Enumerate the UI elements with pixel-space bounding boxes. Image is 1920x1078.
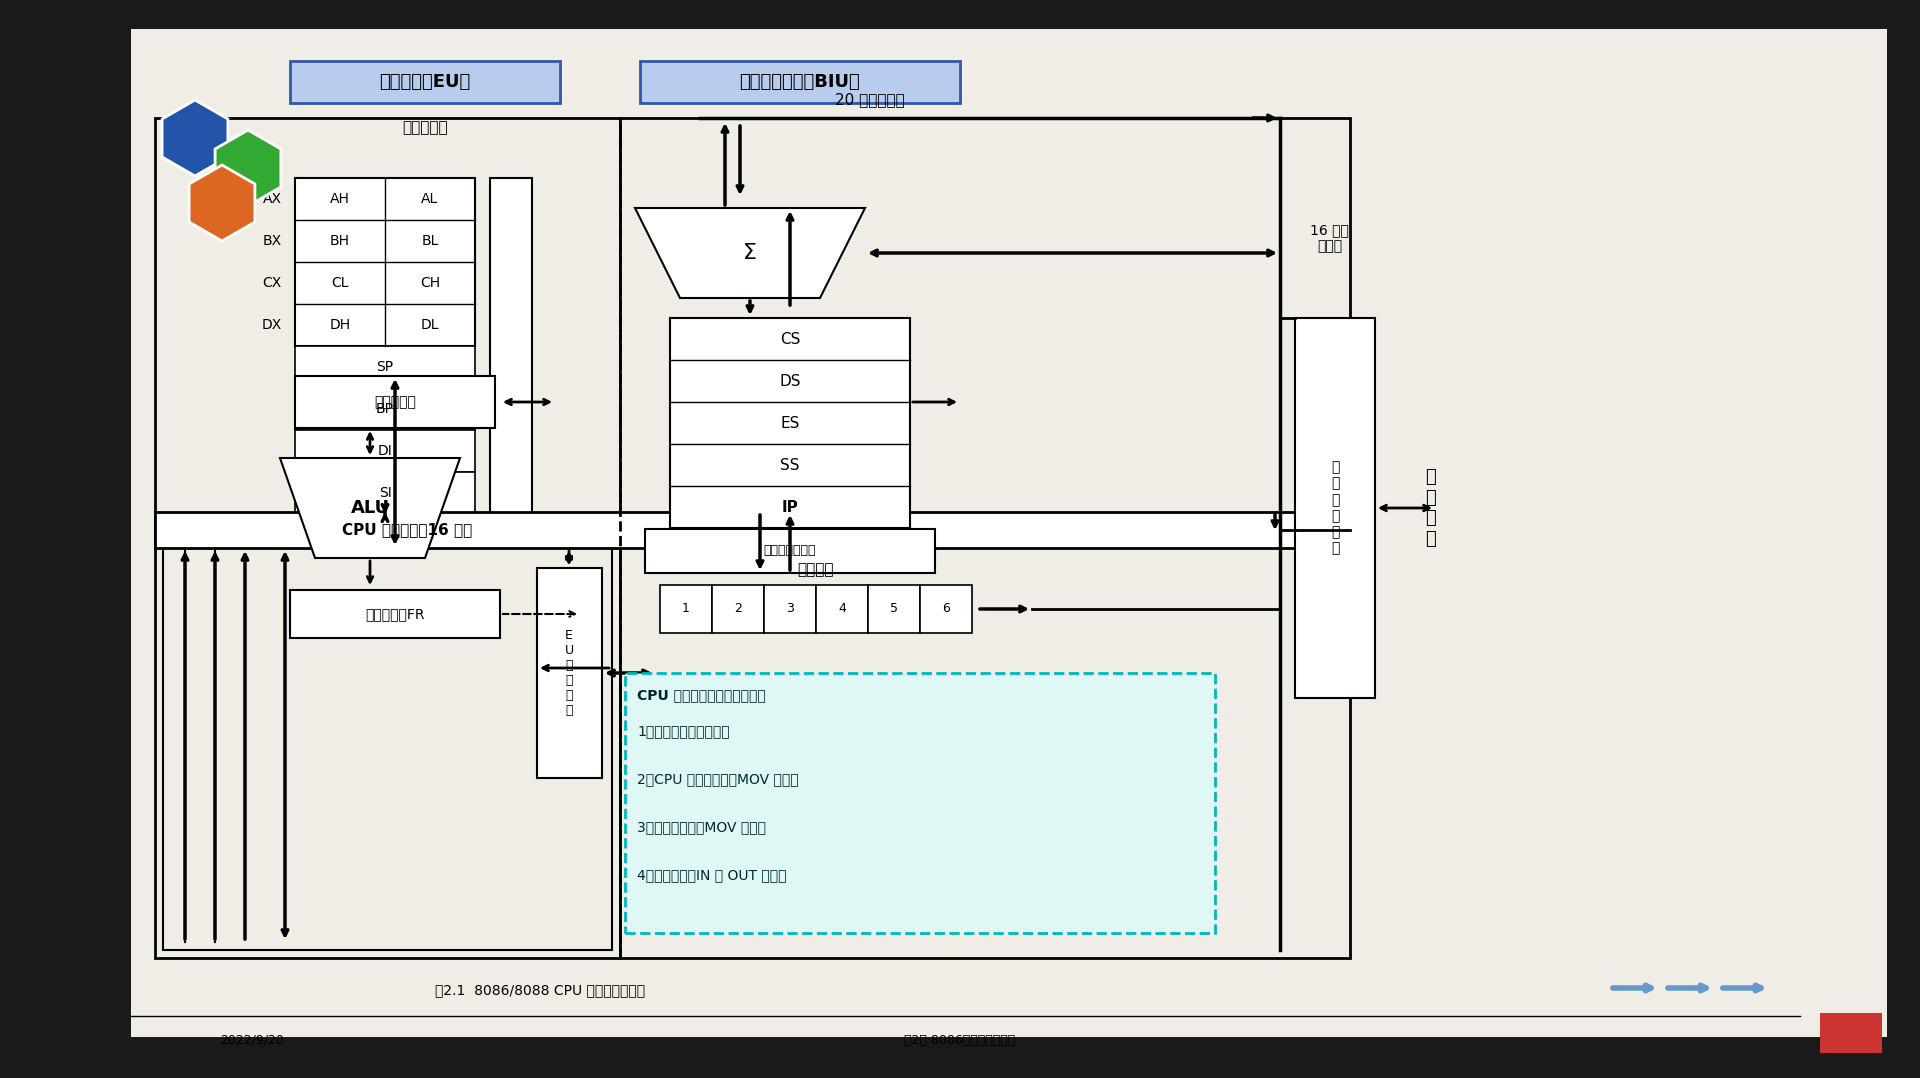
Polygon shape — [280, 458, 461, 558]
Text: CPU 可直接存取数据的地点：: CPU 可直接存取数据的地点： — [637, 688, 766, 702]
Text: 1: 1 — [682, 603, 689, 616]
Text: DL: DL — [420, 318, 440, 332]
Text: CPU 内部总线（16 位）: CPU 内部总线（16 位） — [342, 523, 472, 538]
Bar — [538, 568, 603, 778]
Text: CH: CH — [420, 276, 440, 290]
Polygon shape — [636, 208, 866, 298]
Text: 5: 5 — [891, 603, 899, 616]
Text: 标志寄存器FR: 标志寄存器FR — [365, 607, 424, 621]
Text: 图2.1  8086/8088 CPU 的内部组成结构: 图2.1 8086/8088 CPU 的内部组成结构 — [436, 983, 645, 997]
Bar — [645, 529, 935, 573]
Text: AL: AL — [420, 192, 438, 206]
Text: 6: 6 — [943, 603, 950, 616]
Text: ES: ES — [780, 415, 801, 430]
Text: DX: DX — [261, 318, 282, 332]
Text: 2: 2 — [733, 603, 741, 616]
Text: DH: DH — [330, 318, 351, 332]
Text: 总线接口部件（BIU）: 总线接口部件（BIU） — [739, 73, 860, 91]
Text: 4）外设端口（IN 或 OUT 指令）: 4）外设端口（IN 或 OUT 指令） — [637, 868, 787, 882]
Bar — [296, 346, 474, 388]
Bar — [868, 585, 920, 633]
Bar — [620, 118, 1350, 958]
Bar — [296, 376, 495, 428]
Text: 7: 7 — [1845, 1025, 1857, 1040]
Text: DI: DI — [378, 444, 392, 458]
Bar — [156, 118, 620, 958]
Text: SS: SS — [780, 457, 801, 472]
Text: AH: AH — [330, 192, 349, 206]
Bar — [660, 585, 712, 633]
Bar — [626, 673, 1215, 932]
Text: CX: CX — [263, 276, 282, 290]
Text: SP: SP — [376, 360, 394, 374]
Text: 外
部
总
线: 外 部 总 线 — [1425, 468, 1436, 549]
Text: E
U
控
制
系
统: E U 控 制 系 统 — [564, 628, 574, 717]
Text: 3: 3 — [785, 603, 795, 616]
Bar — [920, 585, 972, 633]
Text: 指令队列: 指令队列 — [797, 563, 835, 578]
Text: 20 位地址总线: 20 位地址总线 — [835, 93, 904, 108]
Text: CS: CS — [780, 332, 801, 346]
Text: IP: IP — [781, 499, 799, 514]
Text: 2022/9/20: 2022/9/20 — [221, 1034, 284, 1047]
Bar — [290, 590, 499, 638]
Text: BX: BX — [263, 234, 282, 248]
Bar — [764, 585, 816, 633]
Bar — [163, 548, 612, 950]
Bar — [816, 585, 868, 633]
Bar — [490, 178, 532, 514]
Bar — [712, 585, 764, 633]
Text: ALU: ALU — [351, 499, 390, 517]
Bar — [1294, 318, 1375, 697]
Text: 2）CPU 内部寄存器（MOV 指令）: 2）CPU 内部寄存器（MOV 指令） — [637, 772, 799, 786]
Text: 执行部件（EU）: 执行部件（EU） — [380, 73, 470, 91]
Text: BL: BL — [420, 234, 438, 248]
Text: 1）指令中（直接提取）: 1）指令中（直接提取） — [637, 724, 730, 738]
Text: DS: DS — [780, 373, 801, 388]
Text: AX: AX — [263, 192, 282, 206]
Bar — [296, 472, 474, 514]
Text: 内部暂存寄存器: 内部暂存寄存器 — [764, 544, 816, 557]
Text: 4: 4 — [837, 603, 847, 616]
Bar — [296, 178, 474, 346]
Text: Σ: Σ — [743, 243, 756, 263]
Text: 总
线
控
制
逻
辑: 总 线 控 制 逻 辑 — [1331, 460, 1338, 555]
Bar — [156, 512, 1350, 548]
Text: 16 位数
据总线: 16 位数 据总线 — [1309, 223, 1350, 253]
Text: 第2章 8086微型计算机系统: 第2章 8086微型计算机系统 — [904, 1034, 1016, 1047]
Text: CL: CL — [332, 276, 349, 290]
Bar — [296, 388, 474, 430]
Bar — [670, 318, 910, 528]
Bar — [296, 430, 474, 472]
Text: 通用寄存器: 通用寄存器 — [401, 121, 447, 136]
Text: SI: SI — [378, 486, 392, 500]
Bar — [1820, 1013, 1882, 1053]
Text: 3）外部存储器（MOV 指令）: 3）外部存储器（MOV 指令） — [637, 820, 766, 834]
Text: 暂存寄存器: 暂存寄存器 — [374, 395, 417, 409]
Text: BH: BH — [330, 234, 349, 248]
Bar — [290, 61, 561, 103]
Bar — [639, 61, 960, 103]
Text: BP: BP — [376, 402, 394, 416]
